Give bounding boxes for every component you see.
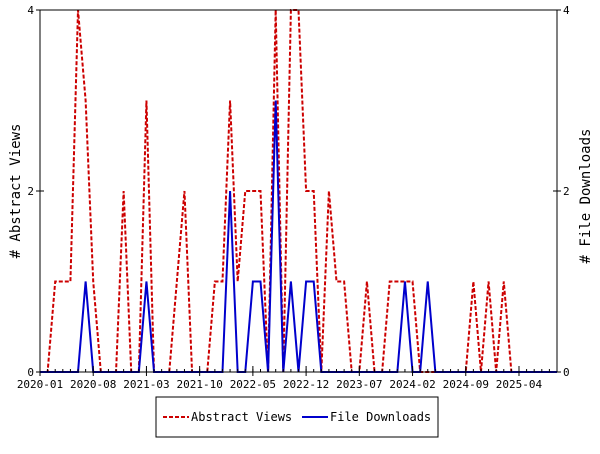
data-point-abstract-views	[214, 281, 216, 283]
data-point-abstract-views	[244, 190, 246, 192]
legend: Abstract Views File Downloads	[155, 396, 439, 438]
data-point-abstract-views	[305, 190, 307, 192]
data-point-file-downloads	[404, 281, 406, 283]
data-point-abstract-views	[85, 100, 87, 102]
data-point-abstract-views	[366, 281, 368, 283]
data-point-file-downloads	[85, 281, 87, 283]
x-tick-label: 2022-05	[230, 378, 276, 391]
data-point-abstract-views	[252, 190, 254, 192]
y-right-tick-label: 0	[563, 366, 570, 379]
data-point-abstract-views	[503, 281, 505, 283]
data-point-abstract-views	[473, 281, 475, 283]
data-point-file-downloads	[427, 281, 429, 283]
y-axis-label-left: # Abstract Views	[8, 124, 24, 259]
data-point-abstract-views	[488, 281, 490, 283]
data-point-abstract-views	[397, 281, 399, 283]
y-right-tick-label: 2	[563, 185, 570, 198]
axes-layer: 2020-01 2020-08 2021-03 2021-10 2022-05 2022-…	[17, 4, 570, 391]
data-point-abstract-views	[92, 281, 94, 283]
x-tick-label: 2020-08	[70, 378, 116, 391]
data-point-file-downloads	[229, 190, 231, 192]
x-tick-label: 2021-03	[123, 378, 169, 391]
data-point-abstract-views	[260, 190, 262, 192]
y-left-tick-label: 2	[27, 185, 34, 198]
data-point-abstract-views	[123, 190, 125, 192]
series-line-abstract-views	[40, 9, 557, 373]
x-tick-label: 2023-07	[336, 378, 382, 391]
legend-label-file-downloads: File Downloads	[330, 410, 431, 424]
y-left-tick-label: 4	[27, 4, 34, 17]
data-point-abstract-views	[146, 100, 148, 102]
y-right-tick-label: 4	[563, 4, 570, 17]
data-point-abstract-views	[229, 100, 231, 102]
data-point-file-downloads	[305, 281, 307, 283]
data-point-abstract-views	[343, 281, 345, 283]
data-point-abstract-views	[328, 190, 330, 192]
data-point-abstract-views	[54, 281, 56, 283]
data-point-abstract-views	[62, 281, 64, 283]
x-tick-label: 2021-10	[176, 378, 222, 391]
data-point-abstract-views	[336, 281, 338, 283]
data-point-abstract-views	[412, 281, 414, 283]
data-point-abstract-views	[222, 281, 224, 283]
data-point-file-downloads	[290, 281, 292, 283]
data-point-abstract-views	[184, 190, 186, 192]
legend-label-abstract-views: Abstract Views	[191, 410, 292, 424]
data-point-abstract-views	[313, 190, 315, 192]
plot-area	[40, 10, 557, 372]
data-point-file-downloads	[260, 281, 262, 283]
data-point-file-downloads	[146, 281, 148, 283]
y-left-tick-label: 0	[27, 366, 34, 379]
x-tick-label: 2022-12	[283, 378, 329, 391]
data-point-abstract-views	[237, 281, 239, 283]
data-point-abstract-views	[389, 281, 391, 283]
data-point-abstract-views	[176, 281, 178, 283]
data-point-file-downloads	[275, 100, 277, 102]
x-tick-label: 2024-09	[443, 378, 489, 391]
legend-box	[155, 396, 439, 438]
x-tick-label: 2020-01	[17, 378, 63, 391]
x-tick-label: 2024-02	[389, 378, 435, 391]
y-axis-label-right: # File Downloads	[578, 129, 594, 264]
data-point-file-downloads	[252, 281, 254, 283]
data-point-file-downloads	[313, 281, 315, 283]
x-tick-label: 2025-04	[496, 378, 543, 391]
data-point-abstract-views	[70, 281, 72, 283]
